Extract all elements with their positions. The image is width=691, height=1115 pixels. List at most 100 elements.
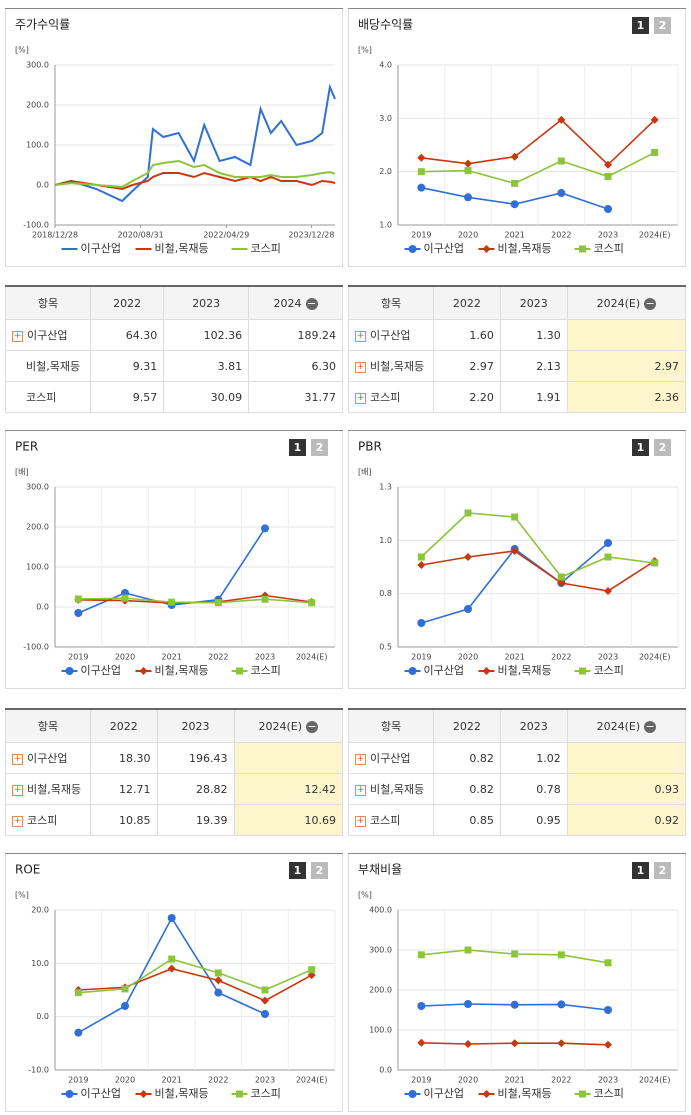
cell-text: 비철,목재등 bbox=[370, 360, 425, 373]
cell-text: 3.81 bbox=[217, 359, 243, 373]
pager-label: 2 bbox=[659, 864, 667, 877]
marker bbox=[557, 579, 566, 587]
table-row: + 비철,목재등 0.82 0.78 0.93 bbox=[348, 773, 687, 805]
x-tick-label: 2021 bbox=[504, 231, 524, 240]
marker bbox=[464, 193, 472, 202]
marker bbox=[214, 988, 223, 997]
series-line bbox=[421, 151, 656, 185]
pager-button[interactable] bbox=[632, 862, 649, 879]
marker bbox=[168, 598, 176, 606]
marker bbox=[604, 959, 612, 967]
collapse-icon[interactable]: − bbox=[644, 296, 657, 310]
panel bbox=[348, 8, 686, 267]
y-tick-label: 0.0 bbox=[36, 181, 49, 190]
marker bbox=[261, 986, 269, 994]
marker bbox=[214, 969, 222, 977]
panel bbox=[5, 430, 343, 689]
pager-button[interactable] bbox=[289, 439, 306, 456]
header-row: 항목 2022 2023 2024(E) − bbox=[5, 708, 344, 743]
value-cell: 1.60 bbox=[433, 319, 501, 351]
pager-button[interactable] bbox=[654, 439, 671, 456]
marker bbox=[408, 667, 417, 675]
x-tick-label: 2023 bbox=[598, 231, 618, 240]
cell-text: 10.69 bbox=[304, 813, 337, 827]
expand-icon[interactable]: + bbox=[12, 784, 23, 796]
expand-icon[interactable]: + bbox=[355, 361, 366, 373]
header-text: 2024(E) bbox=[596, 719, 641, 733]
marker bbox=[464, 159, 472, 168]
y-unit: [배] bbox=[15, 468, 29, 477]
pager-button[interactable] bbox=[311, 862, 328, 879]
y-tick-label: 4.0 bbox=[379, 61, 392, 70]
header-text: 항목 bbox=[37, 720, 59, 733]
cell-text: 12.42 bbox=[304, 782, 337, 796]
x-tick-label: 2023 bbox=[598, 1076, 618, 1085]
series-line bbox=[55, 159, 336, 189]
pager-button[interactable] bbox=[632, 17, 649, 34]
cell-text: 0.93 bbox=[654, 782, 680, 796]
value-cell bbox=[233, 742, 344, 774]
cell-text: 이구산업 bbox=[370, 752, 411, 765]
table-row: + 이구산업 18.30 196.43 bbox=[5, 742, 344, 774]
cell-text: 196.43 bbox=[189, 751, 228, 765]
pager-button[interactable] bbox=[654, 862, 671, 879]
y-tick-label: 300.0 bbox=[369, 946, 392, 955]
pager-button[interactable] bbox=[289, 862, 306, 879]
marker bbox=[417, 183, 426, 192]
value-cell: 19.39 bbox=[156, 804, 235, 836]
pager-button[interactable] bbox=[311, 439, 328, 456]
expand-icon[interactable]: + bbox=[355, 753, 366, 765]
expand-icon[interactable]: + bbox=[355, 784, 366, 796]
marker bbox=[65, 667, 74, 675]
pager-label: 1 bbox=[637, 19, 645, 32]
y-unit: [%] bbox=[358, 46, 372, 55]
marker bbox=[604, 1040, 612, 1049]
value-cell: 189.24 bbox=[248, 319, 343, 351]
cell-text: 9.57 bbox=[132, 390, 158, 404]
marker bbox=[464, 553, 472, 561]
y-tick-label: 2.0 bbox=[379, 167, 392, 176]
value-cell: 30.09 bbox=[163, 381, 250, 413]
x-tick-label: 2020 bbox=[115, 1076, 135, 1085]
expand-icon[interactable]: + bbox=[12, 815, 23, 827]
data-table: 항목 2022 2023 2024− + 이구산업 64.30 102.36 189.24 비철,… bbox=[5, 285, 343, 413]
legend-label: 비철,목재등 bbox=[498, 1087, 552, 1100]
cell-text: 19.39 bbox=[196, 813, 228, 827]
cell-text: 1.30 bbox=[536, 328, 561, 342]
pager-label: 2 bbox=[316, 441, 324, 454]
y-unit: [배] bbox=[358, 468, 372, 477]
chart-title: 주가수익률 bbox=[15, 18, 70, 32]
pager-label: 2 bbox=[316, 864, 324, 877]
expand-icon[interactable]: + bbox=[12, 753, 23, 765]
header-text: 항목 bbox=[380, 297, 402, 310]
pager-button[interactable] bbox=[632, 439, 649, 456]
marker bbox=[74, 609, 83, 617]
expand-icon[interactable]: + bbox=[355, 392, 366, 404]
row-label: + 이구산업 bbox=[348, 742, 434, 774]
cell-text: 102.36 bbox=[203, 328, 243, 342]
value-cell: 31.77 bbox=[248, 381, 343, 413]
expand-icon[interactable]: + bbox=[355, 330, 366, 342]
marker bbox=[557, 573, 565, 581]
collapse-icon[interactable]: − bbox=[306, 719, 319, 733]
collapse-icon[interactable]: − bbox=[305, 296, 318, 310]
header-text: 2022 bbox=[452, 296, 481, 310]
marker bbox=[236, 667, 243, 675]
header-cell: 2023 bbox=[156, 708, 235, 743]
marker bbox=[510, 547, 519, 555]
y-tick-label: -100.0 bbox=[23, 643, 49, 652]
series-line bbox=[420, 512, 655, 578]
x-tick-label: 2019 bbox=[411, 231, 431, 240]
header-text: 2022 bbox=[452, 719, 481, 733]
header-cell: 2022 bbox=[89, 285, 165, 320]
collapse-icon[interactable]: − bbox=[644, 719, 657, 733]
y-tick-label: 300.0 bbox=[26, 483, 49, 492]
cell-text: 코스피 bbox=[26, 391, 57, 404]
expand-icon[interactable]: + bbox=[355, 815, 366, 827]
header-cell: 항목 bbox=[348, 285, 434, 320]
series-line bbox=[55, 171, 336, 191]
chart-title: PBR bbox=[358, 440, 382, 454]
expand-icon[interactable]: + bbox=[12, 330, 23, 342]
pager-button[interactable] bbox=[654, 17, 671, 34]
